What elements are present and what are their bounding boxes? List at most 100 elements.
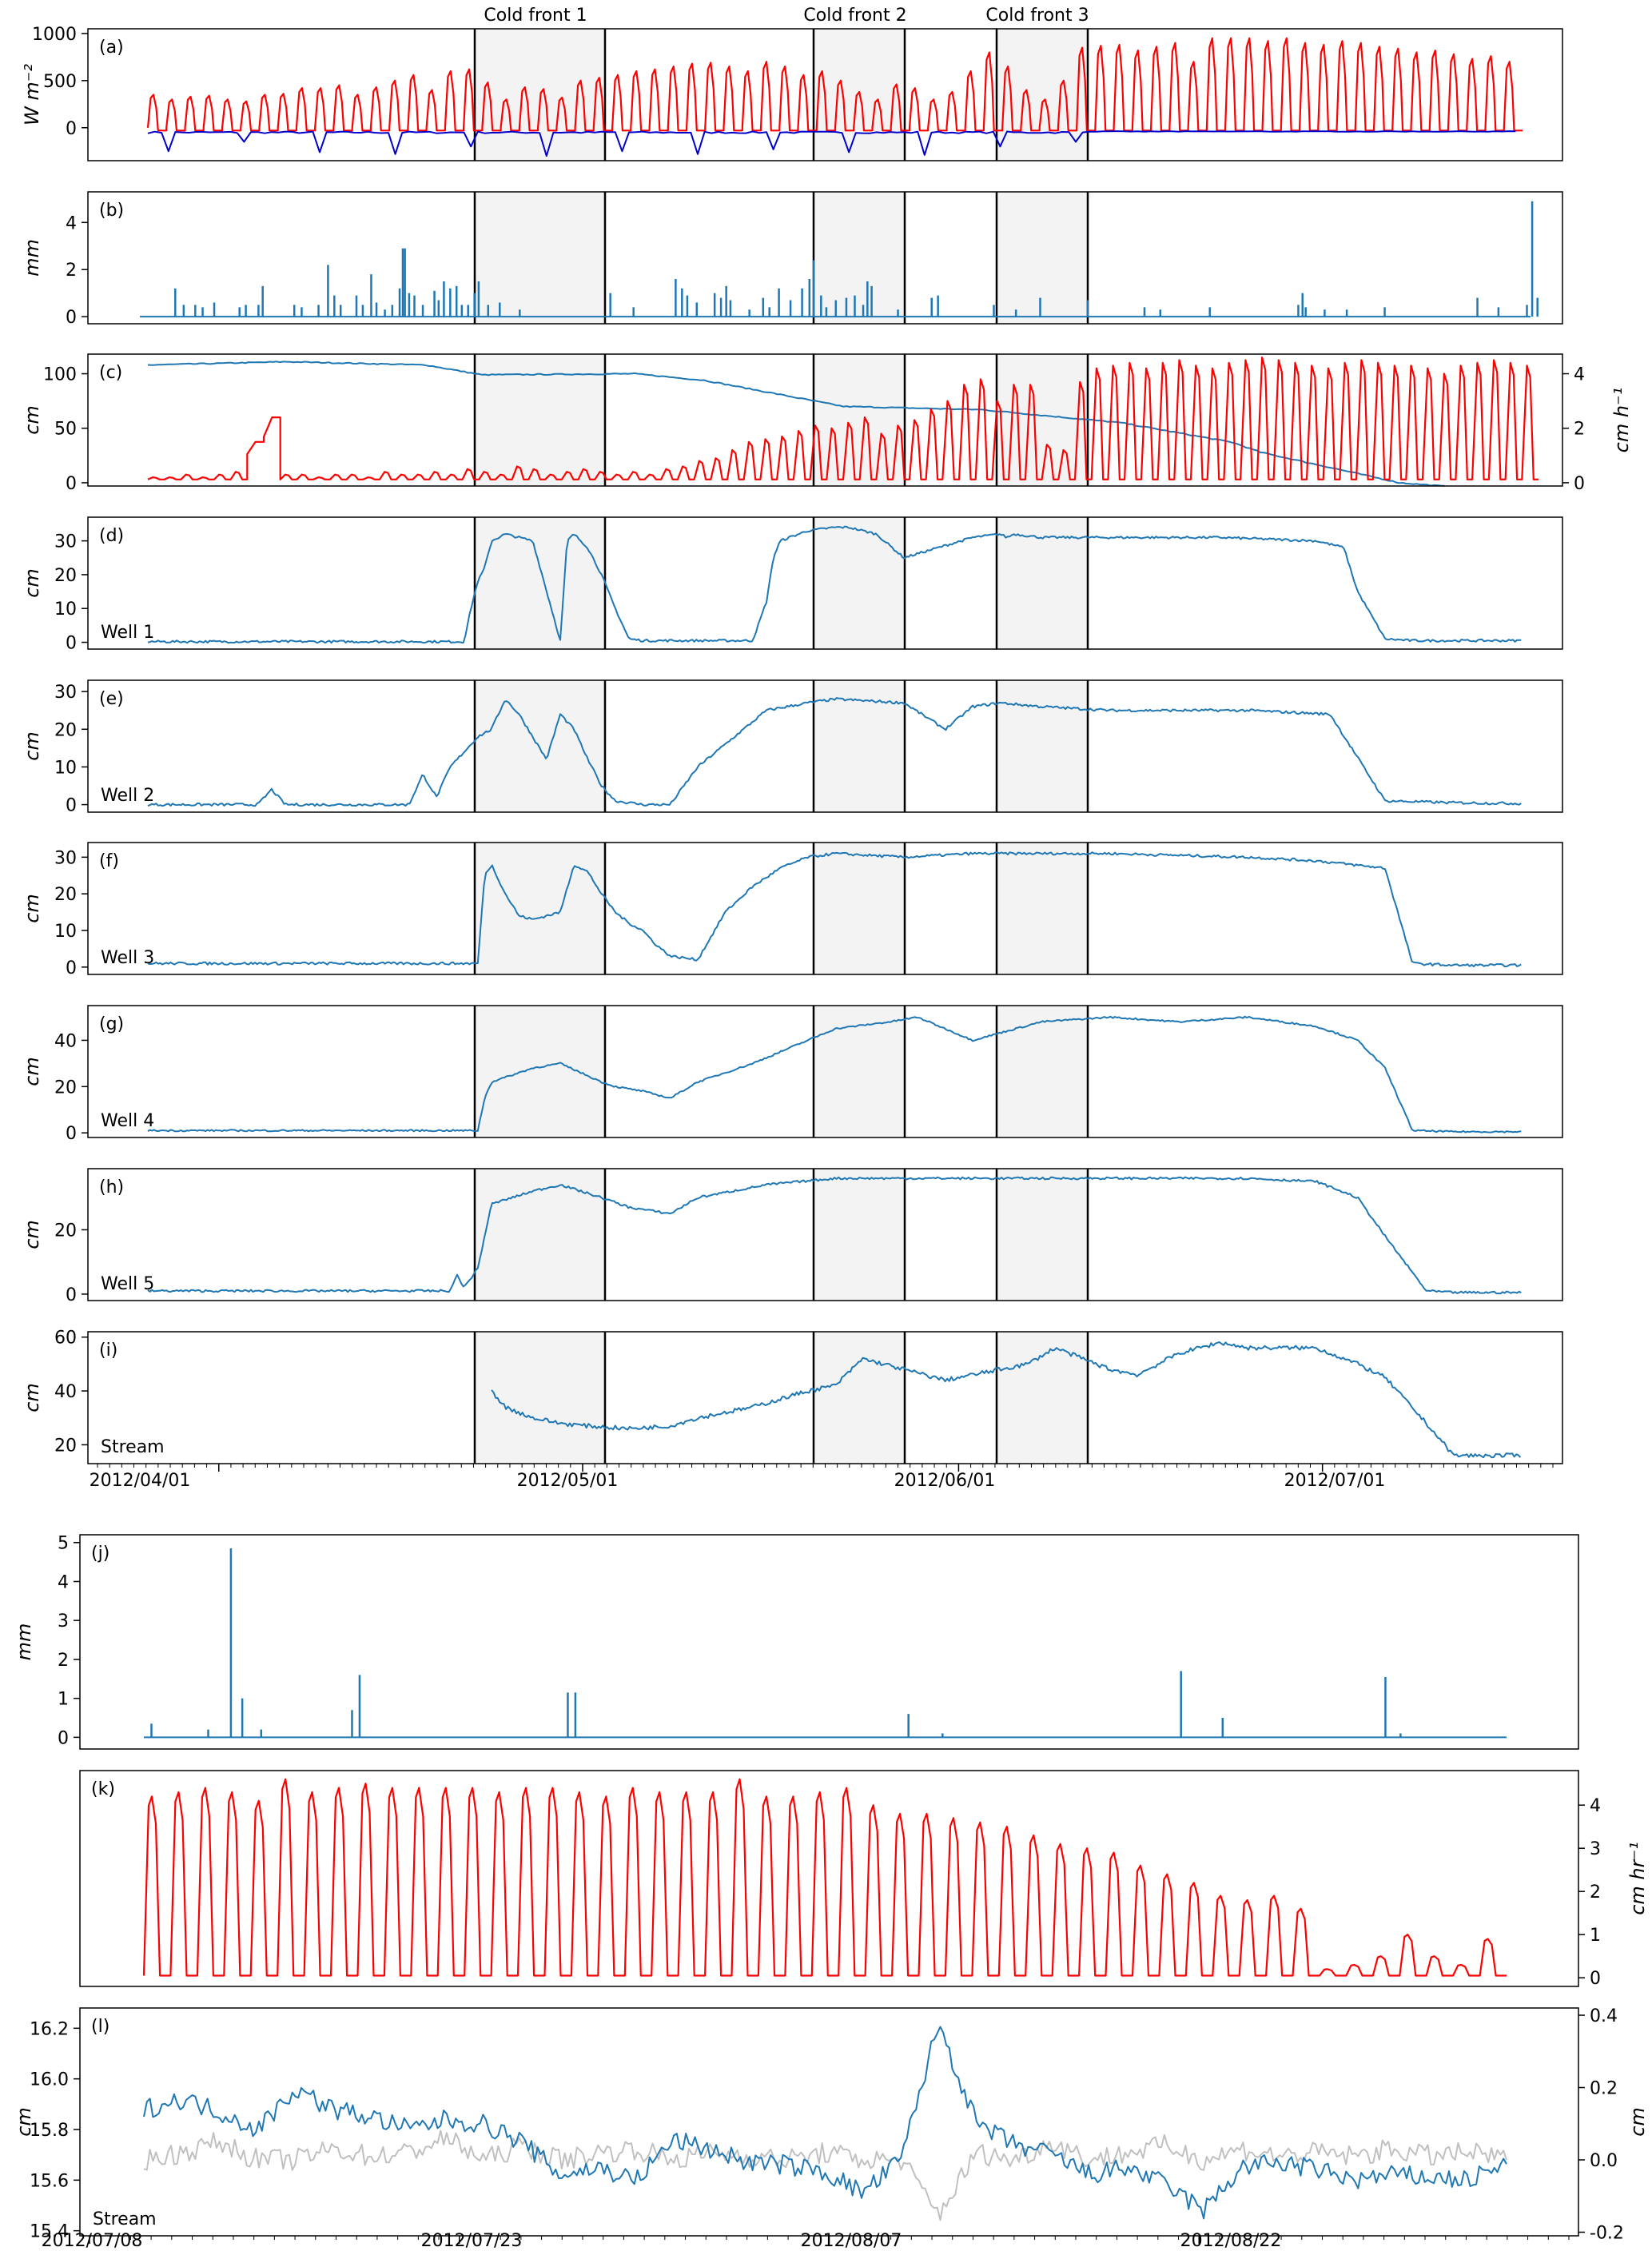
x-tick-label: 2012/08/22 [1180,2231,1282,2251]
panel-label: (f) [99,851,119,871]
y-tick-label-right: 0 [1574,474,1585,494]
y-tick-label-right: 1 [1590,1926,1601,1946]
cold-front-shade [814,1332,905,1464]
y-tick-label: 100 [43,365,77,385]
y-tick-label: 10 [54,922,77,942]
axes-frame [87,1168,1563,1301]
y-tick-label: 30 [54,683,77,703]
cold-front-shade [814,843,905,974]
axes-frame [87,353,1563,487]
cold-front-3-label: Cold front 3 [985,6,1089,26]
cold-front-shade [997,192,1088,324]
axes-frame [87,679,1563,813]
series-water-level [147,851,1522,968]
y-axis-label-right: cm h⁻¹ [1610,388,1633,453]
x-tick-label: 2012/07/23 [421,2231,523,2251]
x-tick-label: 2012/05/01 [517,1471,619,1491]
panel-label: (a) [99,38,124,58]
x-tick-label: 2012/04/01 [90,1471,191,1491]
axes-frame [87,28,1563,161]
y-tick-label-right: 0 [1590,1969,1601,1989]
cold-front-shade [475,1332,605,1464]
y-tick-label: 20 [54,1436,77,1456]
series-stream-residual [143,2130,1507,2221]
y-tick-label: 20 [54,885,77,905]
y-tick-label-right: -0.2 [1590,2223,1624,2243]
panel-a: 0 500 1000 W m⁻² (a) [21,25,1563,161]
panel-label: (e) [99,689,124,709]
y-tick-label-right: 4 [1574,365,1585,385]
y-axis-label: cm [21,1057,43,1086]
y-tick-label: 16.0 [30,2070,69,2090]
cold-front-shade [814,1169,905,1301]
y-tick-label: 20 [54,1078,77,1098]
cold-front-shade [475,843,605,974]
y-tick-label: 10 [54,600,77,620]
y-tick-label: 0 [66,796,77,816]
y-axis-label: cm [21,1383,43,1412]
series-radiation-shortwave [146,37,1523,132]
x-tick-label: 2012/06/01 [894,1471,996,1491]
well-label: Well 2 [101,786,154,806]
cold-front-shade [814,680,905,812]
series-water-level [491,1341,1522,1459]
y-tick-label-right: 0.2 [1590,2079,1618,2099]
cold-front-shade [475,680,605,812]
y-tick-label: 30 [54,532,77,552]
panel-b: 0 2 4 mm (b) [21,191,1563,328]
panel-j: 0 1 2 3 4 5 mm (j) [13,1534,1579,1750]
y-tick-label-right: 4 [1590,1796,1601,1816]
y-tick-label: 20 [54,720,77,740]
top-time-axis: 2012/04/01 2012/05/01 2012/06/01 2012/07… [90,1471,1386,1491]
cold-front-shade [997,843,1088,974]
y-tick-label: 4 [58,1572,69,1592]
cold-front-shade [475,1169,605,1301]
y-tick-label: 1000 [32,25,77,45]
y-tick-label: 20 [54,566,77,586]
panel-label: (d) [99,526,124,546]
y-axis-label-right: cm [1626,2107,1649,2137]
y-tick-label: 0 [66,958,77,978]
axes-frame [87,842,1563,975]
y-axis-label: cm [21,405,43,435]
series-water-level [147,525,1522,644]
cold-front-shade [997,1332,1088,1464]
y-tick-label: 0 [66,308,77,328]
bottom-time-axis: 2012/07/08 2012/07/23 2012/08/07 2012/08… [42,2231,1282,2251]
panel-h: 0 20 cm (h) Well 5 [21,1168,1563,1305]
axes-frame [87,191,1563,325]
panel-k: 0 1 2 3 4 cm hr⁻¹ (k) [79,1770,1649,1989]
panel-l: 15.4 15.6 15.8 16.0 16.2 cm -0.2 0.0 0.2 0.4 cm (l)… [13,2006,1649,2244]
y-axis-label: cm [21,1220,43,1249]
y-tick-label-right: 3 [1590,1839,1601,1859]
panel-label: (h) [99,1177,124,1197]
y-axis-label: cm [21,731,43,761]
panel-label: (j) [91,1544,109,1564]
y-axis-label: W m⁻² [21,64,43,125]
y-tick-label-right: 2 [1574,420,1585,440]
cold-front-shade [475,192,605,324]
y-tick-label: 40 [54,1031,77,1051]
panel-g: 0 20 40 cm (g) Well 4 [21,1005,1563,1144]
panel-f: 0 10 20 30 cm (f) Well 3 [21,842,1563,978]
series-water-level [147,697,1522,807]
cold-front-shade [814,192,905,324]
y-tick-label-right: 2 [1590,1882,1601,1902]
axes-frame [79,1770,1579,1987]
well-label: Well 3 [101,948,154,968]
y-axis-label: mm [13,1624,35,1661]
y-tick-label: 50 [54,420,77,440]
cold-front-shade [997,1006,1088,1137]
cold-front-labels: Cold front 1 Cold front 2 Cold front 3 [484,6,1089,26]
y-tick-label: 20 [54,1221,77,1241]
well-label: Stream [93,2209,157,2229]
y-tick-label: 40 [54,1382,77,1402]
cold-front-shade [997,354,1088,486]
axes-frame [79,1534,1579,1750]
y-axis-label: mm [21,239,43,277]
y-tick-label: 4 [66,213,77,233]
panel-d: 0 10 20 30 cm (d) Well 1 [21,516,1563,654]
y-tick-label: 5 [58,1534,69,1554]
cold-front-shade [475,354,605,486]
x-tick-label: 2012/07/08 [42,2231,143,2251]
